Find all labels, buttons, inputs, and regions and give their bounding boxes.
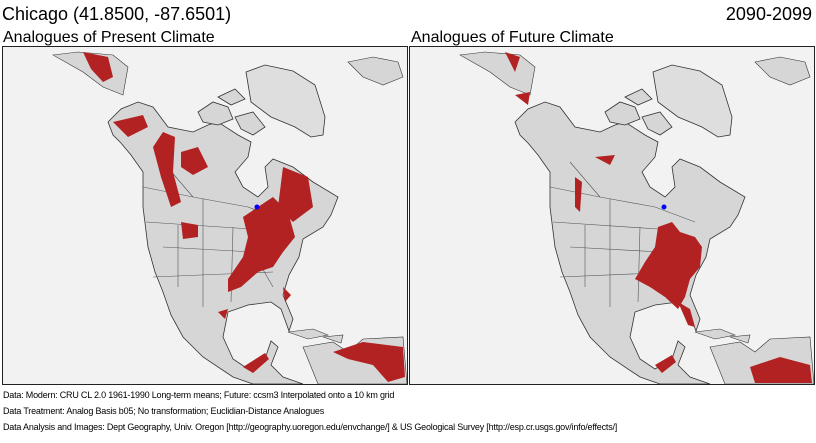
analogue-region-alaska bbox=[83, 52, 148, 137]
analogue-region-prairie bbox=[181, 222, 198, 239]
analogue-regions bbox=[83, 52, 405, 382]
analogue-region-quebec bbox=[278, 167, 313, 222]
analogue-regions bbox=[505, 52, 812, 383]
data-source-note: Data: Modern: CRU CL 2.0 1961-1990 Long-… bbox=[3, 390, 395, 400]
present-climate-map bbox=[2, 46, 408, 385]
analogue-region-central-canada bbox=[181, 147, 208, 175]
future-map-title: Analogues of Future Climate bbox=[411, 29, 614, 46]
analogue-region-southeast bbox=[218, 287, 291, 319]
analogue-region-central-america bbox=[243, 342, 405, 382]
chicago-marker bbox=[254, 204, 260, 210]
period-label: 2090-2099 bbox=[725, 4, 812, 24]
location-title: Chicago (41.8500, -87.6501) bbox=[2, 4, 232, 24]
data-treatment-note: Data Treatment: Analog Basis b05; No tra… bbox=[3, 406, 324, 416]
analogue-region-central-america bbox=[655, 355, 812, 383]
analogue-region-nw-canada bbox=[153, 132, 181, 207]
present-map-title: Analogues of Present Climate bbox=[3, 29, 215, 46]
analogue-region-east-us bbox=[635, 222, 702, 309]
credits-note: Data Analysis and Images: Dept Geography… bbox=[3, 422, 618, 432]
analogue-region-nw-canada bbox=[575, 155, 615, 212]
analogue-region-great-lakes bbox=[228, 197, 295, 292]
analogue-region-florida bbox=[678, 302, 695, 327]
analogue-region-alaska bbox=[505, 52, 530, 105]
future-climate-map bbox=[409, 46, 815, 385]
chicago-marker bbox=[661, 204, 667, 210]
